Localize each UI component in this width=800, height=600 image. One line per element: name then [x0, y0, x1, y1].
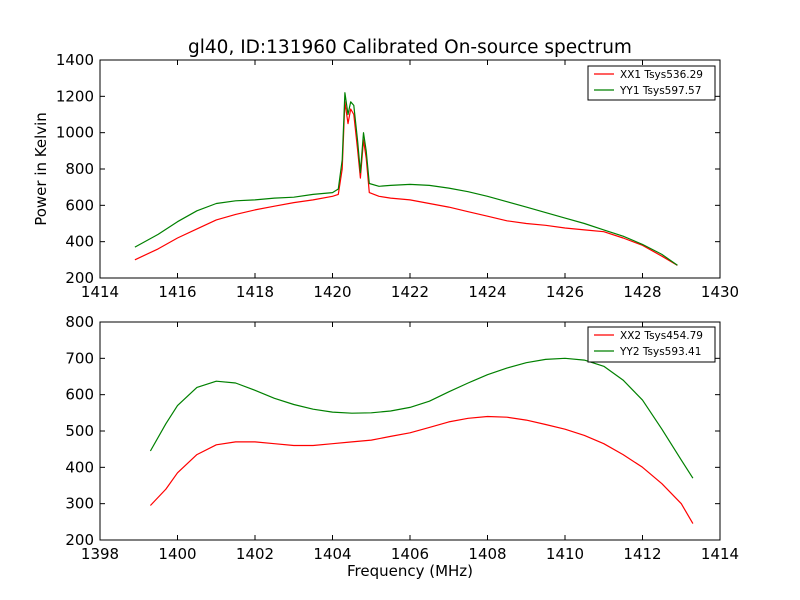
- x-tick-label: 1430: [701, 283, 739, 301]
- y-tick-label: 1000: [56, 124, 94, 142]
- y-tick-label: 1400: [56, 51, 94, 69]
- legend-box: [587, 326, 716, 363]
- x-tick-label: 1400: [158, 545, 196, 563]
- y-tick-label: 500: [65, 422, 94, 440]
- x-tick-label: 1422: [391, 283, 429, 301]
- plot-area-bottom: 1398 1400 1402 1404 1406 1408 1410 1412 1414 200 3…: [65, 313, 739, 563]
- legend-box: [587, 65, 716, 101]
- legend-top: XX1 Tsys536.29 YY1 Tsys597.57: [587, 65, 716, 101]
- series-line-yy2: [149, 357, 694, 479]
- x-tick-label: 1412: [623, 545, 661, 563]
- x-tick-label: 1426: [546, 283, 584, 301]
- chart-bottom: 1398 1400 1402 1404 1406 1408 1410 1412 1414 200 3…: [65, 313, 739, 580]
- y-tick-label: 400: [65, 458, 94, 476]
- axes-frame-top: [99, 59, 721, 279]
- y-tick-label: 1200: [56, 87, 94, 105]
- legend-label-yy1: YY1 Tsys597.57: [619, 85, 701, 97]
- y-tick-label: 200: [65, 269, 94, 287]
- x-tick-label: 1414: [701, 545, 739, 563]
- x-tick-label: 1420: [313, 283, 351, 301]
- x-tick-label: 1418: [236, 283, 274, 301]
- x-tick-label: 1398: [81, 545, 119, 563]
- y-tick-label: 200: [65, 531, 94, 549]
- x-tick-label: 1402: [236, 545, 274, 563]
- plot-area-top: 1414 1416 1418 1420 1422 1424 1426 1428 1430 200 4…: [56, 51, 739, 301]
- x-tick-label: 1414: [81, 283, 119, 301]
- y-axis-label: Power in Kelvin: [32, 112, 50, 226]
- x-tick-label: 1410: [546, 545, 584, 563]
- legend-label-xx2: XX2 Tsys454.79: [620, 330, 703, 342]
- x-tick-label: 1416: [158, 283, 196, 301]
- x-tick-label: 1406: [391, 545, 429, 563]
- y-tick-label: 600: [65, 196, 94, 214]
- y-tick-label: 300: [65, 495, 94, 513]
- legend-label-yy2: YY2 Tsys593.41: [619, 346, 701, 358]
- x-tick-label: 1408: [468, 545, 506, 563]
- x-tick-label: 1428: [623, 283, 661, 301]
- chart-top: gl40, ID:131960 Calibrated On-source spe…: [32, 37, 739, 301]
- series-line-xx2: [149, 415, 694, 524]
- x-tick-label: 1404: [313, 545, 351, 563]
- axes-frame-bottom: [99, 321, 721, 541]
- x-axis-label: Frequency (MHz): [347, 562, 473, 580]
- x-tick-label: 1424: [468, 283, 506, 301]
- y-tick-label: 800: [65, 160, 94, 178]
- y-tick-label: 800: [65, 313, 94, 331]
- legend-bottom: XX2 Tsys454.79 YY2 Tsys593.41: [587, 326, 716, 363]
- chart-title: gl40, ID:131960 Calibrated On-source spe…: [188, 37, 632, 58]
- y-tick-label: 700: [65, 349, 94, 367]
- y-tick-label: 400: [65, 233, 94, 251]
- legend-label-xx1: XX1 Tsys536.29: [620, 69, 703, 81]
- y-tick-label: 600: [65, 386, 94, 404]
- series-line-yy1: [134, 92, 678, 266]
